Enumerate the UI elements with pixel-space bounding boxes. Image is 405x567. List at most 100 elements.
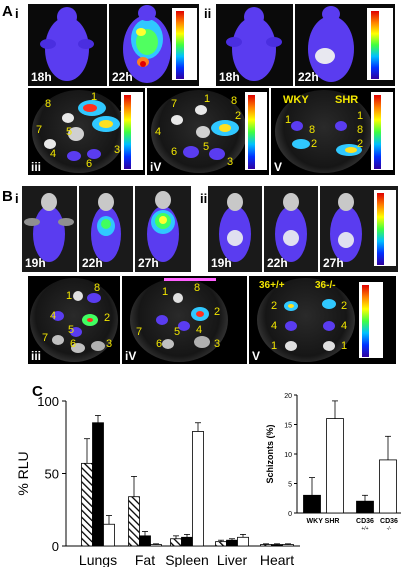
organ-number: 2 [104,312,111,324]
panel-aii-label: ii [204,6,212,21]
bar [192,431,204,547]
mouse-silhouette-icon [226,7,282,81]
organ-number: 7 [136,326,143,338]
organ-number: 1 [341,340,348,352]
inset-bar [379,459,397,514]
mouse-image-aii-18h: 18h [216,4,293,86]
x-tick-label: Heart [260,552,294,567]
organ-number: 1 [204,93,211,105]
organ-number: 6 [86,158,93,170]
mouse-image-aii-22h: 22h [295,4,395,86]
organ-number: 1 [91,91,98,103]
x-tick-label: Spleen [165,552,209,567]
time-label: 27h [138,256,159,270]
organs-icon [171,105,239,160]
organ-number: 8 [231,95,238,107]
organ-dish-aiii: 1 2 3 4 5 6 7 8 iii [28,88,145,175]
time-label: 22h [82,256,103,270]
bar [181,536,193,547]
time-label: 19h [211,256,232,270]
organ-number: 8 [45,98,52,110]
organ-number: 5 [66,126,73,138]
panel-bii-label: ii [200,191,208,206]
inset-y-tick-label: 10 [284,452,292,459]
inset-bar [326,418,344,514]
bar [81,462,93,547]
organ-number: 8 [309,124,316,136]
mouse-image-bi-27h: 27h [135,186,191,272]
organ-number: 6 [156,338,163,350]
organ-number: 8 [194,282,201,294]
x-tick-label: Fat [135,552,155,567]
panel-bv-label: V [252,349,261,363]
organ-dish-biii: 1 2 3 4 5 6 7 8 iii [28,276,120,364]
mouse-image-ai-22h: 22h [109,4,199,86]
organ-number: 1 [66,290,73,302]
organ-number: 3 [227,156,234,168]
bar [170,538,182,547]
panel-aiv-label: iV [150,160,162,174]
mouse-luminescence-icon [147,191,179,262]
organs-icon [284,299,336,351]
organ-dish-bv: 36+/+ 36-/- 2 2 4 4 1 1 V [249,276,396,364]
organ-number: 3 [214,338,221,350]
strain-label-wky: WKY [283,94,309,106]
time-label: 22h [298,70,319,84]
organ-number: 7 [42,332,49,344]
mouse-image-bii-22h: 22h [264,186,318,272]
color-scale-bar [175,10,185,80]
inset-x-label-cd36-wt: CD36 [356,518,374,525]
inset-y-tick-label: 0 [288,511,292,518]
bar [92,422,104,547]
strain-label-shr: SHR [335,94,359,106]
organs-icon [156,293,210,349]
y-tick-label: 0 [52,539,59,554]
organ-number: 4 [50,148,57,160]
mouse-image-ai-18h: 18h [28,4,107,86]
organ-number: 6 [70,338,77,350]
mouse-image-bii-19h: 19h [208,186,262,272]
organ-number: 4 [50,310,57,322]
x-tick-label: Liver [217,552,248,567]
panel-bi-label: i [15,191,19,206]
inset-bar [303,494,321,514]
panel-biii-label: iii [31,349,42,363]
inset-y-tick-label: 5 [288,482,292,489]
mouse-image-bi-22h: 22h [79,186,133,272]
bar [128,496,140,547]
y-tick-label: 100 [37,394,59,409]
petri-dish [257,278,355,362]
color-scale-bar [361,284,370,358]
time-label: 22h [112,70,133,84]
mouse-luminescence-icon [308,6,354,82]
inset-y-axis-label: Schizonts (%) [265,424,275,483]
inset-x-label-cd36-ko-sup: -/- [387,526,392,532]
panel-a-letter: A [2,3,13,20]
organ-number: 3 [106,338,113,350]
organ-number: 4 [196,324,203,336]
mouse-silhouette-icon [330,193,362,262]
organ-number: 1 [285,114,292,126]
organ-number: 2 [214,306,221,318]
organ-number: 2 [311,138,318,150]
organ-number: 6 [171,146,178,158]
time-label: 19h [25,256,46,270]
organ-number: 5 [174,326,181,338]
y-tick-label: 50 [45,467,59,482]
time-label: 18h [219,70,240,84]
organ-number: 4 [341,320,348,332]
organs-icon [44,100,120,161]
bar [226,539,238,547]
time-label: 22h [267,256,288,270]
organ-number: 7 [171,98,178,110]
inset-x-label-wky-shr: WKY SHR [307,518,340,525]
panel-b-letter: B [2,188,13,205]
mouse-silhouette-icon [40,7,94,81]
mouse-silhouette-icon [219,193,251,262]
mouse-luminescence-icon [123,5,171,83]
bar [215,541,227,547]
organ-number: 1 [357,110,364,122]
genotype-label-wt: 36+/+ [259,280,285,291]
mouse-luminescence-icon [91,193,121,262]
